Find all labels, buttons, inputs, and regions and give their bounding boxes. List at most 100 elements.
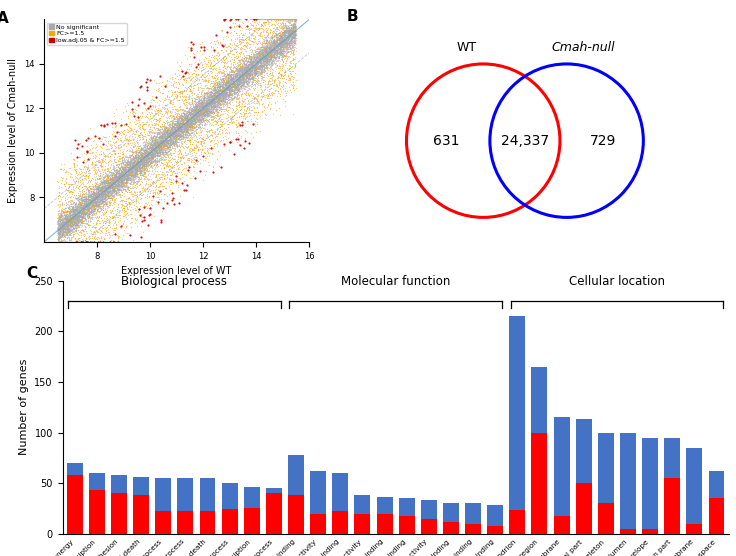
Point (107, 184, 119, 193)
Point (278, 46, 290, 55)
Point (218, 100, 230, 108)
Point (234, 73, 246, 82)
Point (87, 207, 99, 216)
Point (153, 138, 165, 147)
Point (174, 131, 186, 140)
Point (253, 30, 265, 39)
Point (52, 232, 64, 241)
Point (191, 113, 203, 122)
Point (109, 172, 121, 181)
Point (208, 46, 220, 55)
Point (159, 126, 171, 135)
Point (217, 93, 229, 102)
Point (192, 116, 204, 125)
Point (248, 67, 260, 76)
Point (168, 131, 180, 140)
Point (139, 186, 151, 195)
Point (152, 140, 163, 148)
Point (181, 111, 193, 120)
Point (76, 195, 88, 203)
Point (58, 231, 70, 240)
Point (96, 173, 107, 182)
Point (235, 61, 247, 70)
Point (193, 111, 205, 120)
Point (138, 167, 149, 176)
Point (235, 81, 247, 90)
Point (174, 64, 186, 73)
Point (166, 188, 178, 197)
Point (158, 129, 169, 138)
Point (210, 97, 222, 106)
Point (255, 53, 266, 62)
Point (177, 123, 188, 132)
Point (220, 86, 232, 95)
Point (166, 128, 178, 137)
Point (76, 175, 88, 183)
Point (280, 15, 291, 24)
Point (52, 216, 63, 225)
Point (178, 100, 190, 108)
Point (284, 75, 296, 84)
Point (158, 127, 169, 136)
Point (54, 222, 66, 231)
Point (238, 70, 250, 78)
Point (146, 125, 158, 134)
Point (224, 90, 236, 98)
Point (180, 113, 191, 122)
Point (66, 218, 77, 227)
Point (190, 123, 202, 132)
Point (66, 213, 77, 222)
Point (194, 113, 206, 122)
Point (237, 57, 249, 66)
Point (93, 205, 105, 214)
Point (201, 91, 213, 100)
Point (73, 152, 85, 161)
Point (60, 220, 72, 229)
Point (145, 159, 157, 168)
Point (54, 226, 66, 235)
Point (275, 37, 286, 46)
Point (205, 101, 216, 110)
Point (244, 76, 256, 85)
Point (169, 87, 181, 96)
Point (90, 201, 102, 210)
Point (71, 195, 83, 204)
Point (242, 83, 254, 92)
Point (117, 178, 129, 187)
Point (164, 125, 176, 134)
Point (207, 102, 219, 111)
Point (220, 66, 232, 75)
Point (69, 202, 81, 211)
Point (86, 197, 98, 206)
Point (182, 110, 194, 119)
Point (260, 52, 272, 61)
Point (210, 31, 222, 40)
Point (153, 146, 165, 155)
Point (103, 197, 115, 206)
Point (145, 150, 157, 159)
Point (122, 182, 134, 191)
Point (112, 178, 124, 187)
Point (102, 166, 114, 175)
Point (194, 143, 205, 152)
Point (199, 100, 211, 109)
Point (202, 97, 213, 106)
Point (190, 101, 202, 110)
Point (175, 128, 187, 137)
Point (185, 59, 197, 68)
Point (286, 36, 298, 45)
Point (281, 26, 293, 35)
Point (156, 143, 168, 152)
Point (212, 112, 224, 121)
Point (109, 137, 121, 146)
Point (187, 116, 199, 125)
Point (195, 89, 207, 98)
Point (132, 178, 144, 187)
Point (269, 41, 280, 50)
Point (185, 111, 197, 120)
Point (88, 195, 99, 203)
Point (93, 208, 105, 217)
Point (254, 15, 266, 24)
Point (170, 133, 182, 142)
Point (125, 168, 137, 177)
